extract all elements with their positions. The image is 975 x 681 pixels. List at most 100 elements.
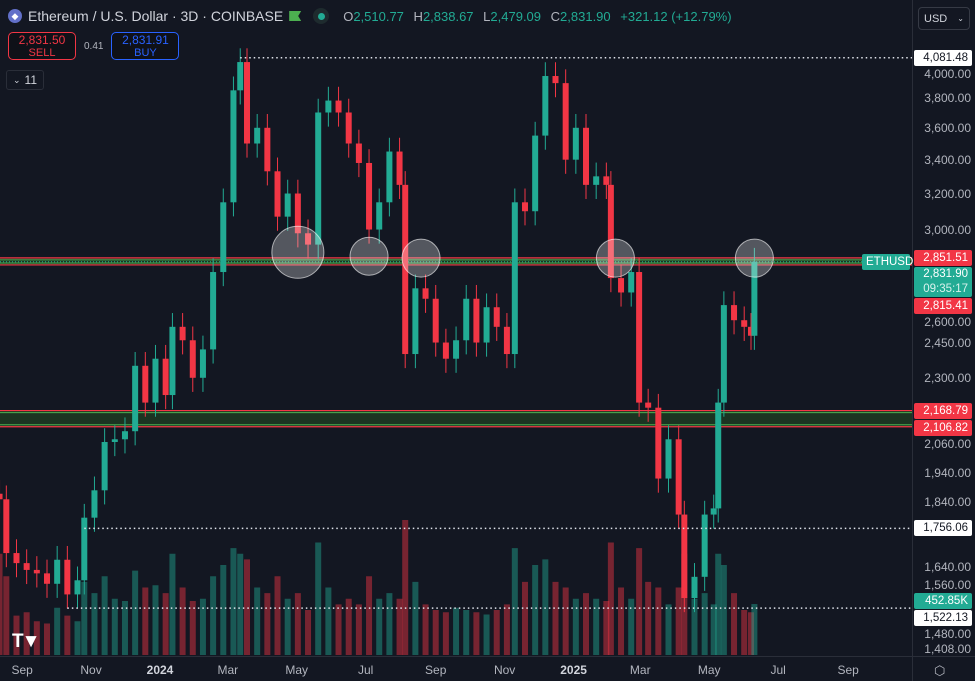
volume-bar [111, 598, 118, 655]
candle-body [741, 320, 748, 327]
volume-bar [402, 520, 409, 655]
symbol-title[interactable]: Ethereum / U.S. Dollar · 3D · COINBASE [28, 8, 284, 24]
volume-bar [237, 553, 244, 655]
volume-bar [220, 565, 227, 655]
candle [335, 86, 342, 127]
volume-bar [607, 542, 614, 655]
volume-bar [731, 593, 738, 655]
price-tick-label: 3,600.00 [924, 120, 971, 135]
candle-body [552, 76, 559, 84]
volume-bar [101, 576, 108, 655]
candle [23, 549, 30, 585]
candle [230, 76, 237, 217]
candle-body [91, 490, 98, 518]
price-tick-label: 1,840.00 [924, 495, 971, 510]
candle-body [284, 193, 291, 217]
volume-bar [335, 604, 342, 655]
volume-bar [396, 598, 403, 655]
candle-body [681, 514, 688, 599]
candle [169, 313, 176, 410]
candle [463, 284, 470, 355]
volume-bar [366, 576, 373, 655]
candle-body [162, 358, 169, 396]
volume-bar [230, 548, 237, 655]
candle-body [44, 573, 50, 584]
market-status-icon[interactable] [313, 8, 330, 24]
volume-bar [64, 615, 71, 655]
price-level-label: 2,106.82 [914, 419, 972, 436]
volume-bar [91, 593, 98, 655]
volume-bar [284, 598, 291, 655]
candle-body [220, 202, 227, 273]
volume-bar [720, 565, 727, 655]
candle-body [230, 90, 237, 203]
candle-body [628, 272, 635, 293]
candle-body [237, 62, 244, 91]
volume-bar [315, 542, 322, 655]
candle [665, 425, 672, 493]
currency-select[interactable]: USD ⌄ [918, 7, 970, 30]
candle [305, 219, 312, 259]
volume-bar [23, 612, 30, 655]
candle-body [532, 135, 539, 212]
flag-icon[interactable] [289, 11, 302, 21]
candle [44, 559, 50, 598]
volume-bar [142, 587, 149, 655]
sell-button[interactable]: 2,831.50 SELL [8, 32, 76, 60]
time-tick-label: Mar [630, 663, 651, 677]
volume-bar [583, 593, 590, 655]
volume-bar [747, 612, 754, 655]
candle-body [64, 559, 71, 595]
ethereum-icon: ◆ [8, 9, 22, 23]
candle [132, 352, 139, 446]
candle [162, 344, 169, 410]
candle [121, 417, 128, 454]
volume-bar [675, 587, 682, 655]
candle [681, 500, 688, 613]
volume-bar [325, 587, 332, 655]
candle [442, 328, 449, 373]
candle-body [473, 298, 480, 343]
price-tick-label: 2,060.00 [924, 436, 971, 451]
time-tick-label: Sep [837, 663, 859, 677]
candle-body [542, 76, 549, 136]
candle [179, 313, 186, 355]
candle [111, 425, 118, 457]
highlight-circle [595, 238, 635, 278]
candle [503, 313, 510, 369]
symbol-header: ◆ Ethereum / U.S. Dollar · 3D · COINBASE… [8, 8, 738, 24]
candle-body [463, 298, 470, 341]
volume-bar [355, 604, 362, 655]
candle-body [335, 100, 342, 113]
candle-body [483, 307, 490, 343]
candle [13, 539, 20, 578]
candle [628, 258, 635, 307]
candle-body [169, 326, 176, 396]
price-tick-label: 3,200.00 [924, 186, 971, 201]
candle [315, 98, 322, 259]
volume-bar [503, 604, 510, 655]
volume-bar [593, 598, 600, 655]
volume-bar [655, 587, 662, 655]
volume-bar [542, 559, 549, 655]
candle [583, 114, 590, 199]
settings-icon[interactable]: ⬡ [934, 663, 946, 678]
volume-bar [572, 598, 579, 655]
candle [355, 129, 362, 178]
candle [274, 157, 281, 231]
candle [710, 494, 717, 529]
buy-button[interactable]: 2,831.91 BUY [111, 32, 180, 60]
indicators-toggle[interactable]: ⌄ 11 [6, 70, 44, 90]
price-tick-label: 3,800.00 [924, 90, 971, 105]
volume-bar [618, 587, 625, 655]
volume-bar [13, 615, 20, 655]
candle [572, 114, 579, 174]
candle [345, 98, 352, 158]
volume-label: 452.85K [914, 593, 972, 609]
time-tick-label: Jul [358, 663, 373, 677]
time-tick-label: 2025 [560, 663, 587, 677]
candle [33, 556, 40, 588]
volume-bar [294, 593, 301, 655]
price-tick-label: 3,000.00 [924, 222, 971, 237]
